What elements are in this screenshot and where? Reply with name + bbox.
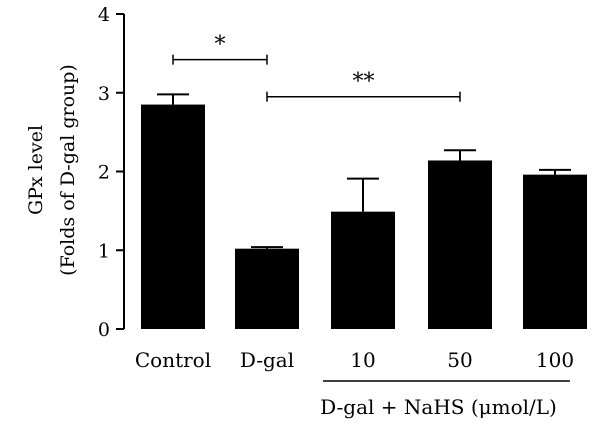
bar [331, 211, 395, 329]
y-tick-label: 2 [98, 162, 110, 184]
y-tick-label: 3 [98, 83, 110, 105]
y-tick-label: 0 [98, 319, 110, 341]
x-tick-label: D-gal [240, 348, 294, 372]
y-axis-label-line1: GPx level [25, 125, 47, 215]
bar [235, 248, 299, 329]
bars-group [141, 104, 587, 329]
x-tick-label: 10 [350, 348, 375, 372]
x-axis-labels: Control D-gal 10 50 100 [135, 348, 574, 372]
y-tick-label: 4 [98, 4, 110, 26]
bar [141, 104, 205, 329]
significance-label: ** [353, 70, 375, 95]
error-bars-group [157, 93, 571, 249]
x-tick-label: 50 [447, 348, 472, 372]
group-annotation: D-gal + NaHS (μmol/L) [320, 380, 570, 419]
x-tick-label: Control [135, 348, 211, 372]
x-tick-label: 100 [536, 348, 574, 372]
y-tick-label: 1 [98, 240, 110, 262]
bar [523, 174, 587, 329]
significance-label: * [215, 33, 226, 58]
y-axis-label: GPx level (Folds of D-gal group) [25, 64, 79, 276]
y-axis-label-line2: (Folds of D-gal group) [57, 64, 79, 276]
bar [428, 160, 492, 329]
y-axis-ticks: 0 1 2 3 4 [98, 4, 124, 341]
group-label: D-gal + NaHS (μmol/L) [320, 395, 557, 419]
significance-brackets: *** [172, 33, 461, 102]
